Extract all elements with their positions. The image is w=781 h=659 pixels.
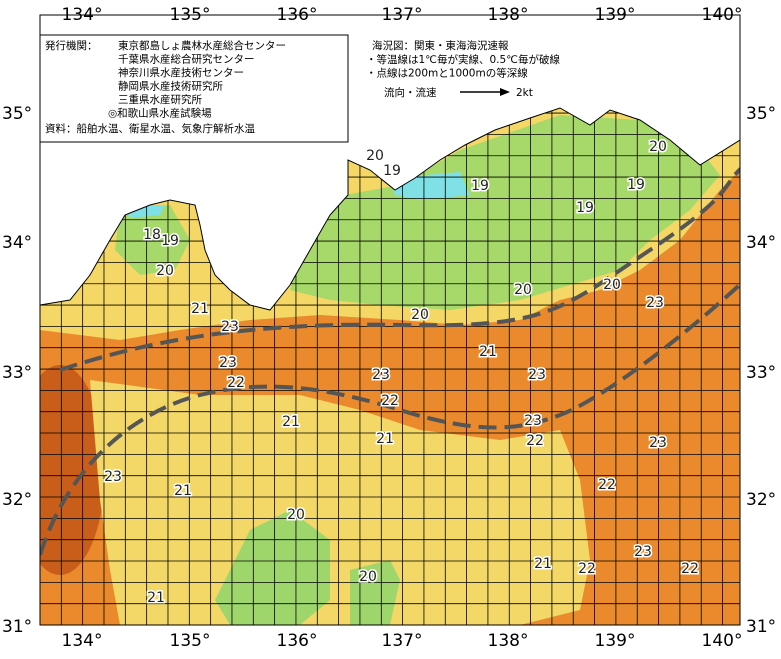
green-zone-west xyxy=(115,205,190,275)
isotherm-label: 20 xyxy=(649,139,667,155)
isotherm-label: 22 xyxy=(598,477,616,493)
isotherm-label: 23 xyxy=(524,413,542,429)
isotherm-label: 22 xyxy=(526,433,544,449)
latitude-label: 31° xyxy=(746,617,776,637)
longitude-label: 138° xyxy=(488,631,529,651)
longitude-label: 139° xyxy=(595,5,636,25)
isotherm-label: 21 xyxy=(147,590,165,606)
longitude-label: 138° xyxy=(488,5,529,25)
isotherm-label: 20 xyxy=(359,569,377,585)
longitude-label: 136° xyxy=(277,5,318,25)
isotherm-label: 21 xyxy=(534,556,552,572)
legend-note: ・等温線は1℃毎が実線、0.5℃毎が破線 xyxy=(366,53,560,66)
isotherm-label: 19 xyxy=(576,200,594,216)
isotherm-label: 21 xyxy=(282,414,300,430)
longitude-label: 134° xyxy=(62,631,103,651)
isotherm-label: 19 xyxy=(627,177,645,193)
latitude-label: 33° xyxy=(746,363,776,383)
isotherm-label: 23 xyxy=(634,544,652,560)
green-zone xyxy=(290,115,720,310)
isotherm-label: 20 xyxy=(411,307,429,323)
longitude-label: 140° xyxy=(702,631,743,651)
longitude-label: 140° xyxy=(702,5,743,25)
legend-note: ・点線は200mと1000mの等深線 xyxy=(366,67,528,80)
isotherm-label: 23 xyxy=(104,469,122,485)
issuer-agency: 神奈川県水産技術センター xyxy=(118,66,244,79)
isotherm-label: 20 xyxy=(514,282,532,298)
isotherm-label: 22 xyxy=(681,561,699,577)
isotherm-label: 20 xyxy=(156,263,174,279)
latitude-label: 35° xyxy=(2,104,32,124)
isotherm-label: 20 xyxy=(366,148,384,164)
latitude-label: 35° xyxy=(746,104,776,124)
isotherm-label: 23 xyxy=(219,355,237,371)
isotherm-label: 23 xyxy=(528,367,546,383)
latitude-label: 32° xyxy=(2,490,32,510)
longitude-label: 134° xyxy=(62,5,103,25)
green-patch xyxy=(350,560,400,625)
longitude-label: 135° xyxy=(170,631,211,651)
isotherm-label: 18 xyxy=(143,227,161,243)
issuer-agency: 東京都島しょ農林水産総合センター xyxy=(118,39,286,52)
yellow-zone-south xyxy=(90,380,590,625)
current-axis xyxy=(40,281,740,556)
longitude-label: 137° xyxy=(382,5,423,25)
isotherm-label: 23 xyxy=(221,319,239,335)
latitude-label: 33° xyxy=(2,363,32,383)
green-patch xyxy=(215,510,330,625)
legend-speed: 2kt xyxy=(516,87,533,99)
longitude-label: 139° xyxy=(595,631,636,651)
sources: 資料：船舶水温、衛星水温、気象庁解析水温 xyxy=(45,122,255,135)
issuer-box xyxy=(39,34,349,143)
isotherm-label: 21 xyxy=(174,483,192,499)
legend-title: 海況図：関東・東海海況速報 xyxy=(372,39,509,52)
legend-current: 流向・流速 xyxy=(384,86,437,99)
issuer-agency: 千葉県水産総合研究センター xyxy=(118,53,255,66)
latitude-label: 34° xyxy=(746,233,776,253)
isotherm-label: 21 xyxy=(479,344,497,360)
isotherm-label: 20 xyxy=(603,277,621,293)
isotherm-label: 23 xyxy=(649,435,667,451)
isotherm-label: 19 xyxy=(471,178,489,194)
isotherm-label: 19 xyxy=(161,233,179,249)
latitude-label: 32° xyxy=(746,490,776,510)
latitude-label: 34° xyxy=(2,233,32,253)
map-frame xyxy=(39,14,741,626)
latitude-label: 31° xyxy=(2,617,32,637)
isotherm-label: 20 xyxy=(287,507,305,523)
warm-core xyxy=(40,365,105,575)
isotherm-label: 22 xyxy=(578,561,596,577)
isotherm-label: 23 xyxy=(372,367,390,383)
longitude-label: 135° xyxy=(170,5,211,25)
isotherm-label: 19 xyxy=(383,163,401,179)
isotherm-label: 21 xyxy=(191,301,209,317)
isotherm-label: 21 xyxy=(376,431,394,447)
longitude-label: 137° xyxy=(382,631,423,651)
isotherm-label: 22 xyxy=(227,375,245,391)
longitude-label: 136° xyxy=(277,631,318,651)
issuer-agency: 静岡県水産技術研究所 xyxy=(118,80,223,93)
isotherm-label: 23 xyxy=(646,295,664,311)
isotherm-label: 22 xyxy=(381,393,399,409)
issuer-agency: ◎和歌山県水産試験場 xyxy=(108,107,212,120)
legend-arrow-head xyxy=(500,88,510,96)
issuer-agency: 三重県水産研究所 xyxy=(118,93,202,106)
issuer-heading: 発行機関： xyxy=(45,39,98,52)
current-axis xyxy=(59,166,740,372)
